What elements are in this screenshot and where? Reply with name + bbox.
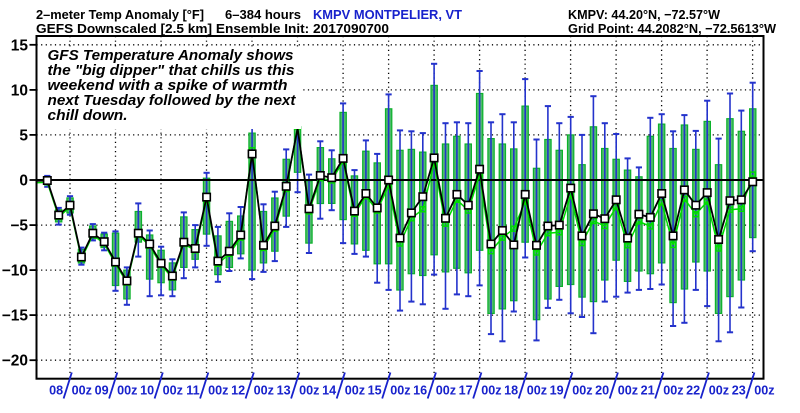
svg-text:GEFS Downscaled [2.5 km] Ensem: GEFS Downscaled [2.5 km] Ensemble Init: … <box>36 21 389 36</box>
svg-text:2–meter Temp Anomaly [°F]: 2–meter Temp Anomaly [°F] <box>36 7 204 22</box>
svg-text:17: 17 <box>459 384 473 398</box>
svg-text:00z: 00z <box>436 384 456 398</box>
svg-text:15: 15 <box>11 37 29 54</box>
svg-text:19: 19 <box>550 384 564 398</box>
svg-text:00z: 00z <box>527 384 547 398</box>
svg-text:00z: 00z <box>618 384 638 398</box>
svg-text:KMPV: 44.20°N, −72.57°W: KMPV: 44.20°N, −72.57°W <box>568 7 721 22</box>
svg-text:11: 11 <box>186 384 199 398</box>
svg-text:−10: −10 <box>2 263 28 280</box>
svg-text:09: 09 <box>95 384 109 398</box>
svg-text:−15: −15 <box>2 308 29 325</box>
svg-text:weekend with a spike of warmth: weekend with a spike of warmth <box>48 78 288 94</box>
svg-text:18: 18 <box>504 384 518 398</box>
svg-text:00z: 00z <box>254 384 274 398</box>
svg-text:00z: 00z <box>163 384 183 398</box>
svg-text:15: 15 <box>368 384 382 398</box>
svg-text:00z: 00z <box>72 384 92 398</box>
svg-text:KMPV MONTPELIER, VT: KMPV MONTPELIER, VT <box>313 7 462 22</box>
svg-text:00z: 00z <box>117 384 137 398</box>
svg-text:00z: 00z <box>299 384 319 398</box>
svg-text:6–384 hours: 6–384 hours <box>225 7 301 22</box>
svg-text:00z: 00z <box>754 384 774 398</box>
svg-text:22: 22 <box>686 384 700 398</box>
svg-text:−20: −20 <box>2 353 28 370</box>
svg-text:00z: 00z <box>390 384 410 398</box>
svg-text:00z: 00z <box>663 384 683 398</box>
svg-text:23: 23 <box>732 384 746 398</box>
svg-text:next Tuesday followed by the n: next Tuesday followed by the next <box>48 93 297 109</box>
svg-text:00z: 00z <box>572 384 592 398</box>
svg-text:00z: 00z <box>345 384 365 398</box>
svg-text:12: 12 <box>231 384 245 398</box>
svg-text:21: 21 <box>641 384 655 398</box>
svg-text:10: 10 <box>11 82 28 99</box>
svg-text:14: 14 <box>322 384 336 398</box>
svg-text:13: 13 <box>277 384 291 398</box>
svg-text:16: 16 <box>413 384 427 398</box>
svg-text:00z: 00z <box>208 384 228 398</box>
svg-text:Grid Point: 44.2082°N, −72.561: Grid Point: 44.2082°N, −72.5613°W <box>568 21 777 36</box>
svg-text:the "big dipper" that chills u: the "big dipper" that chills us this <box>48 63 295 79</box>
svg-text:00z: 00z <box>709 384 729 398</box>
svg-text:5: 5 <box>19 127 28 144</box>
svg-text:chill down.: chill down. <box>48 108 128 124</box>
svg-text:0: 0 <box>19 173 28 190</box>
svg-text:GFS Temperature Anomaly shows: GFS Temperature Anomaly shows <box>48 48 294 64</box>
svg-text:20: 20 <box>595 384 609 398</box>
svg-text:10: 10 <box>140 384 154 398</box>
svg-text:−5: −5 <box>10 218 28 235</box>
svg-text:00z: 00z <box>481 384 501 398</box>
svg-text:08: 08 <box>49 384 63 398</box>
